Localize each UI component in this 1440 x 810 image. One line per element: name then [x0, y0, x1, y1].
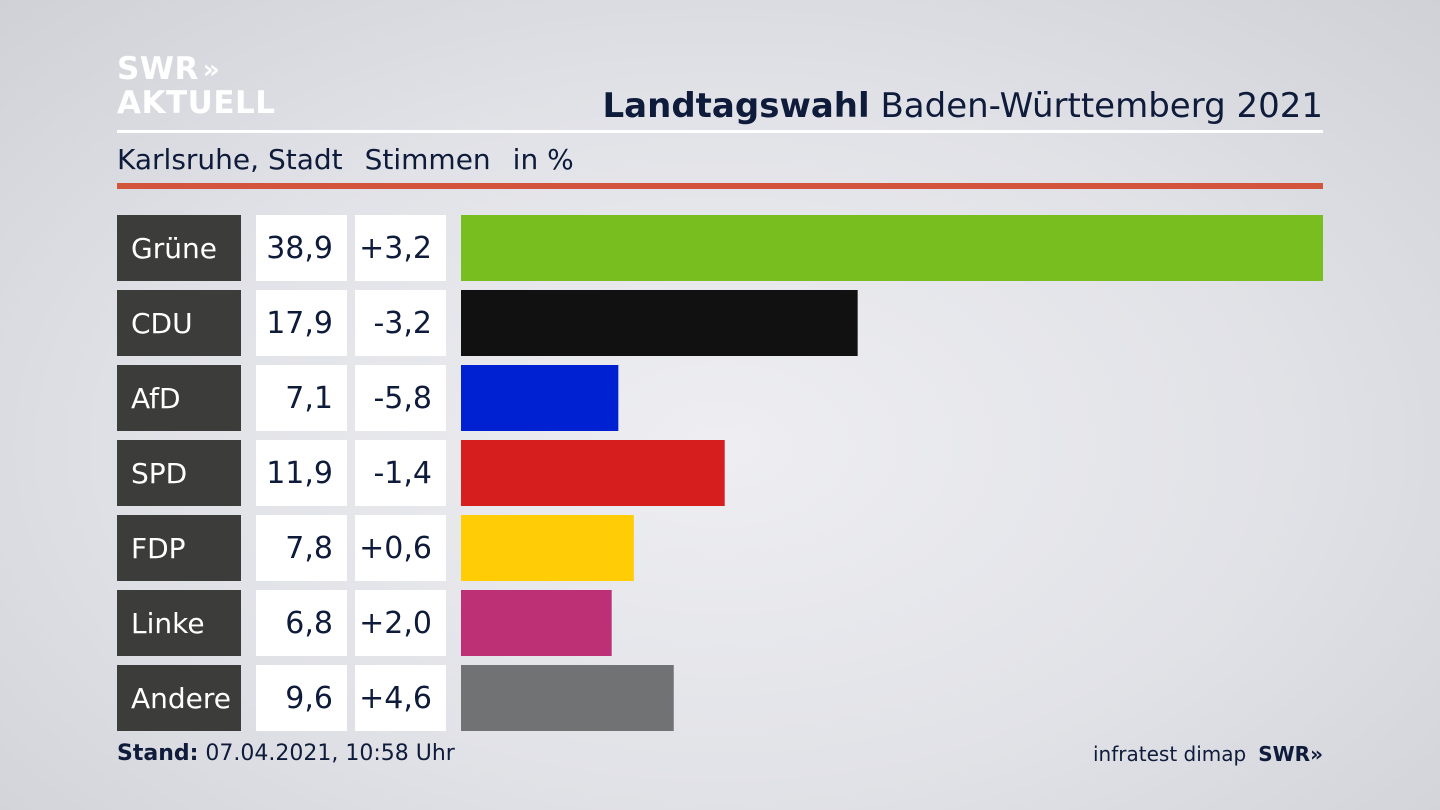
- change-box: [355, 215, 446, 281]
- swr-footer-text: SWR: [1258, 742, 1311, 766]
- value-box: [256, 290, 347, 356]
- change-box: [355, 440, 446, 506]
- change-label: +3,2: [359, 231, 432, 266]
- value-box: [256, 440, 347, 506]
- change-label: -5,8: [373, 381, 432, 416]
- party-label-box: [117, 215, 241, 281]
- party-label: FDP: [131, 532, 186, 565]
- swr-footer-chevron-icon: »: [1310, 742, 1323, 766]
- party-label-box: [117, 440, 241, 506]
- title-bold: Landtagswahl: [602, 86, 870, 126]
- party-label: CDU: [131, 307, 193, 340]
- party-label: AfD: [131, 382, 181, 415]
- value-label: 38,9: [266, 231, 333, 266]
- unit-label: in %: [512, 143, 574, 176]
- change-label: +4,6: [359, 681, 432, 716]
- change-box: [355, 515, 446, 581]
- logo-swr-text: SWR: [117, 51, 199, 87]
- party-label-box: [117, 515, 241, 581]
- accent-divider: [117, 183, 1323, 189]
- party-label-box: [117, 290, 241, 356]
- bar: [461, 215, 1323, 281]
- header-divider: [117, 130, 1323, 133]
- bar: [461, 665, 674, 731]
- party-label-box: [117, 590, 241, 656]
- location-label: Karlsruhe, Stadt: [117, 143, 343, 176]
- party-label: SPD: [131, 457, 187, 490]
- party-label-box: [117, 365, 241, 431]
- stand-value: 07.04.2021, 10:58 Uhr: [205, 741, 455, 766]
- change-box: [355, 665, 446, 731]
- value-label: 6,8: [285, 606, 333, 641]
- timestamp: Stand: 07.04.2021, 10:58 Uhr: [117, 740, 455, 768]
- measure-label: Stimmen: [364, 143, 491, 176]
- value-box: [256, 515, 347, 581]
- change-label: +2,0: [359, 606, 432, 641]
- change-box: [355, 290, 446, 356]
- party-label: Grüne: [131, 232, 217, 265]
- value-label: 9,6: [285, 681, 333, 716]
- change-box: [355, 590, 446, 656]
- source-label: infratest dimap: [1093, 742, 1247, 766]
- bar: [461, 290, 858, 356]
- title-rest: Baden-Württemberg 2021: [880, 86, 1323, 126]
- bar: [461, 590, 612, 656]
- value-box: [256, 665, 347, 731]
- bar: [461, 440, 725, 506]
- value-box: [256, 215, 347, 281]
- change-label: +0,6: [359, 531, 432, 566]
- bar: [461, 515, 634, 581]
- subheader: Karlsruhe, Stadt Stimmen in %: [117, 143, 596, 177]
- bar: [461, 365, 619, 431]
- source-credit: infratest dimap SWR»: [1093, 740, 1323, 768]
- change-label: -3,2: [373, 306, 432, 341]
- swr-footer-logo: SWR»: [1258, 740, 1323, 768]
- value-label: 7,1: [285, 381, 333, 416]
- swr-aktuell-logo: SWR» AKTUELL: [117, 54, 276, 119]
- value-box: [256, 365, 347, 431]
- change-label: -1,4: [373, 456, 432, 491]
- party-label: Linke: [131, 607, 205, 640]
- value-label: 11,9: [266, 456, 333, 491]
- change-box: [355, 365, 446, 431]
- page-title: Landtagswahl Baden-Württemberg 2021: [603, 86, 1323, 126]
- value-label: 7,8: [285, 531, 333, 566]
- value-label: 17,9: [266, 306, 333, 341]
- party-label-box: [117, 665, 241, 731]
- party-label: Andere: [131, 682, 231, 715]
- stand-label: Stand:: [117, 741, 199, 766]
- value-box: [256, 590, 347, 656]
- logo-aktuell-text: AKTUELL: [117, 85, 276, 121]
